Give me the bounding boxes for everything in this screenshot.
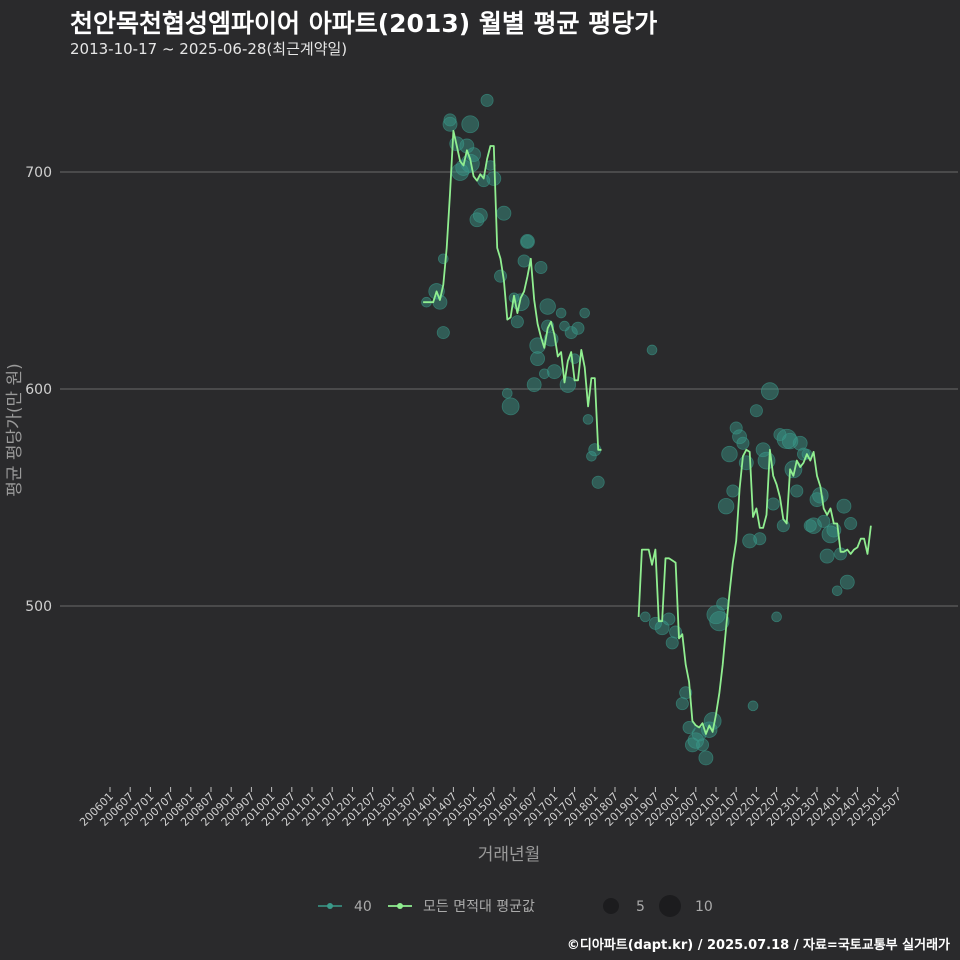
data-point (732, 429, 747, 445)
y-axis-label: 평균 평당가(만 원) (5, 363, 25, 497)
data-point (442, 116, 458, 132)
data-point (831, 585, 843, 597)
chart-title: 천안목천협성엠파이어 아파트(2013) 월별 평균 평당가 (70, 9, 658, 38)
data-point (559, 376, 577, 393)
data-point (534, 260, 548, 274)
data-point (486, 171, 502, 186)
data-point (766, 497, 780, 511)
y-tick-700: 700 (25, 165, 52, 181)
data-point (703, 712, 722, 730)
data-point (709, 611, 730, 632)
data-point (742, 533, 758, 549)
y-axis-ticks: 500 600 700 (25, 165, 52, 615)
data-point (496, 205, 512, 221)
legend-label-40: 40 (354, 899, 372, 915)
data-point (571, 321, 585, 335)
data-point (461, 115, 480, 134)
data-point (517, 254, 531, 268)
data-point (729, 421, 743, 435)
data-point (836, 498, 852, 514)
legend-swatch-average-point (397, 903, 403, 909)
legend-label-average: 모든 면적대 평균값 (423, 899, 535, 915)
data-point (539, 298, 556, 315)
data-point (520, 234, 535, 249)
data-point (472, 207, 488, 223)
data-point (726, 484, 740, 498)
data-point (679, 686, 693, 700)
data-point (443, 113, 457, 127)
data-point (646, 344, 658, 356)
scatter-points-40 (421, 93, 858, 766)
data-point (819, 548, 835, 564)
data-point (706, 605, 726, 625)
data-point (792, 435, 808, 451)
data-point (696, 738, 710, 752)
data-point (494, 269, 508, 283)
legend-size-swatch-5 (603, 898, 619, 914)
data-point (760, 382, 779, 401)
data-point (639, 611, 651, 623)
data-point (510, 315, 524, 329)
data-point (675, 697, 689, 711)
data-point (501, 397, 520, 416)
data-point (844, 517, 858, 531)
legend-size-label-5: 5 (636, 899, 645, 915)
chart-subtitle: 2013-10-17 ~ 2025-06-28(최근계약일) (70, 40, 348, 58)
data-point (803, 519, 817, 533)
data-point (564, 326, 578, 340)
data-point (662, 612, 676, 626)
legend-swatch-40-point (327, 903, 333, 909)
data-point (747, 700, 759, 712)
data-point (582, 414, 594, 425)
data-point (771, 611, 782, 623)
average-line-segment-1 (423, 129, 602, 451)
data-point (555, 307, 567, 319)
legend: 40 모든 면적대 평균값 5 10 (318, 895, 713, 917)
average-line-segment-2 (637, 448, 872, 735)
data-point (721, 445, 738, 463)
data-point (682, 721, 696, 735)
data-point (591, 475, 605, 489)
data-point (698, 750, 714, 766)
y-tick-600: 600 (25, 382, 52, 398)
data-point (749, 404, 763, 418)
legend-size-swatch-10 (659, 895, 681, 917)
data-point (436, 326, 450, 340)
data-point (538, 368, 550, 380)
data-point (776, 428, 797, 449)
x-axis-label: 거래년월 (478, 845, 541, 865)
data-point (839, 574, 855, 590)
data-point (717, 497, 735, 515)
data-point (579, 307, 590, 319)
data-point (781, 432, 799, 450)
data-point (546, 364, 562, 380)
data-point (716, 597, 730, 611)
data-point (665, 636, 679, 650)
average-line-layer (423, 129, 872, 735)
source-caption: ©디아파트(dapt.kr) / 2025.07.18 / 자료=국토교통부 실… (566, 938, 950, 953)
y-tick-500: 500 (25, 599, 52, 615)
data-point (501, 388, 513, 399)
x-axis-ticks: 2006012006072007012007072008012008072009… (77, 787, 904, 829)
data-point (586, 450, 597, 462)
data-point (790, 484, 804, 498)
data-point (736, 436, 750, 450)
data-point (520, 234, 534, 248)
data-point (480, 93, 494, 107)
data-point (526, 377, 542, 393)
legend-size-label-10: 10 (695, 899, 713, 915)
data-point (530, 351, 545, 367)
data-point (753, 532, 767, 546)
data-point (817, 514, 831, 528)
